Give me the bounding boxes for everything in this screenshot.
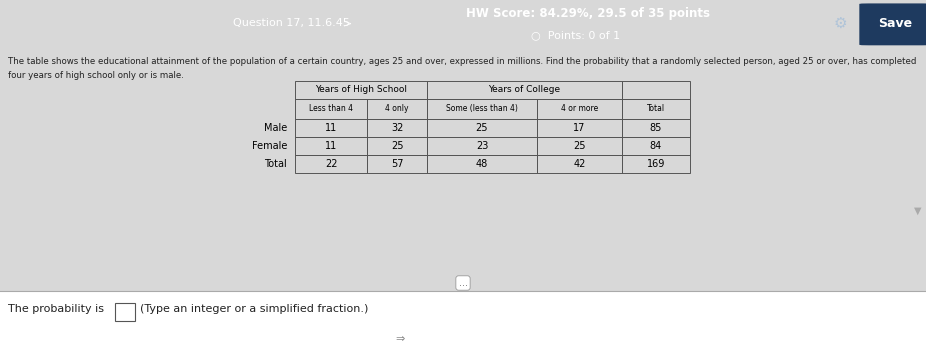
Text: 42: 42 <box>573 159 585 169</box>
Bar <box>622 81 690 99</box>
FancyBboxPatch shape <box>859 3 926 45</box>
Text: 25: 25 <box>573 141 586 151</box>
Text: 11: 11 <box>325 141 337 151</box>
Text: Some (less than 4): Some (less than 4) <box>446 104 518 113</box>
Bar <box>537 119 622 137</box>
Bar <box>622 155 690 173</box>
Bar <box>295 137 367 155</box>
Bar <box>537 99 622 119</box>
Bar <box>427 81 622 99</box>
Bar <box>295 119 367 137</box>
Text: Less than 4: Less than 4 <box>309 104 353 113</box>
Bar <box>295 155 367 173</box>
Text: 11: 11 <box>325 123 337 133</box>
Text: (Type an integer or a simplified fraction.): (Type an integer or a simplified fractio… <box>140 304 369 314</box>
Bar <box>295 81 427 99</box>
Text: Years of College: Years of College <box>488 85 560 94</box>
Text: 85: 85 <box>650 123 662 133</box>
Text: The table shows the educational attainment of the population of a certain countr: The table shows the educational attainme… <box>8 57 917 66</box>
Text: …: … <box>458 278 468 287</box>
Text: ○  Points: 0 of 1: ○ Points: 0 of 1 <box>532 30 620 40</box>
Text: four years of high school only or is male.: four years of high school only or is mal… <box>8 71 184 80</box>
Text: 84: 84 <box>650 141 662 151</box>
Text: 25: 25 <box>391 141 403 151</box>
Bar <box>427 137 537 155</box>
Text: 23: 23 <box>476 141 488 151</box>
Bar <box>622 99 690 119</box>
Bar <box>622 137 690 155</box>
Bar <box>537 137 622 155</box>
Bar <box>367 119 427 137</box>
Bar <box>427 99 537 119</box>
Text: 169: 169 <box>647 159 665 169</box>
Text: ⇒: ⇒ <box>395 334 405 344</box>
Text: Male: Male <box>264 123 287 133</box>
Text: 17: 17 <box>573 123 585 133</box>
Bar <box>427 119 537 137</box>
Bar <box>622 119 690 137</box>
Bar <box>295 99 367 119</box>
Text: The probability is: The probability is <box>8 304 104 314</box>
Text: Question 17, 11.6.45: Question 17, 11.6.45 <box>233 18 350 29</box>
Text: Total: Total <box>264 159 287 169</box>
Text: 25: 25 <box>476 123 488 133</box>
Bar <box>367 155 427 173</box>
Bar <box>367 99 427 119</box>
Bar <box>537 155 622 173</box>
Text: Total: Total <box>647 104 665 113</box>
Text: HW Score: 84.29%, 29.5 of 35 points: HW Score: 84.29%, 29.5 of 35 points <box>466 7 710 20</box>
Text: Save: Save <box>879 17 912 30</box>
Text: 22: 22 <box>325 159 337 169</box>
Text: 32: 32 <box>391 123 403 133</box>
Text: 57: 57 <box>391 159 403 169</box>
Text: 4 or more: 4 or more <box>561 104 598 113</box>
Text: 48: 48 <box>476 159 488 169</box>
Bar <box>115 303 135 321</box>
Bar <box>427 155 537 173</box>
Text: Female: Female <box>252 141 287 151</box>
Text: Years of High School: Years of High School <box>315 85 407 94</box>
Text: ⚙: ⚙ <box>834 16 847 31</box>
Text: ▼: ▼ <box>914 206 921 216</box>
Text: 4 only: 4 only <box>385 104 408 113</box>
Text: >: > <box>343 18 352 29</box>
Bar <box>367 137 427 155</box>
Bar <box>0 291 926 361</box>
